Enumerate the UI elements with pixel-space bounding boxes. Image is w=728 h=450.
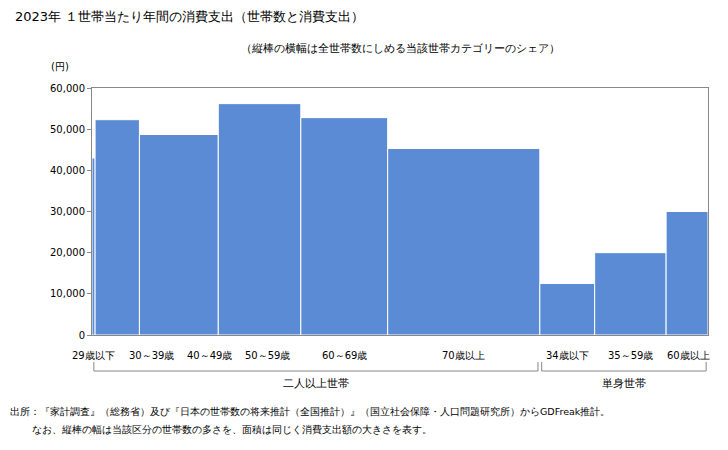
svg-text:29歳以下: 29歳以下: [72, 350, 115, 361]
svg-text:60,000: 60,000: [50, 83, 85, 94]
svg-text:10,000: 10,000: [50, 288, 85, 299]
svg-text:70歳以上: 70歳以上: [442, 350, 485, 361]
svg-text:単身世帯: 単身世帯: [602, 377, 646, 389]
svg-text:30～39歳: 30～39歳: [129, 350, 174, 361]
svg-text:二人以上世帯: 二人以上世帯: [283, 377, 349, 389]
svg-text:50～59歳: 50～59歳: [245, 350, 290, 361]
svg-text:60歳以上: 60歳以上: [667, 350, 710, 361]
svg-text:40～49歳: 40～49歳: [187, 350, 232, 361]
svg-text:35～59歳: 35～59歳: [608, 350, 653, 361]
svg-text:30,000: 30,000: [50, 206, 85, 217]
svg-text:2023年 １世帯当たり年間の消費支出（世帯数と消費支出）: 2023年 １世帯当たり年間の消費支出（世帯数と消費支出）: [15, 9, 364, 24]
svg-text:50,000: 50,000: [50, 124, 85, 135]
svg-text:(円): (円): [51, 61, 69, 72]
svg-text:34歳以下: 34歳以下: [546, 350, 589, 361]
svg-text:出所：『家計調査』（総務省）及び『日本の世帯数の将来推計（全: 出所：『家計調査』（総務省）及び『日本の世帯数の将来推計（全国推計）』（国立社会…: [10, 406, 610, 417]
svg-text:なお、縦棒の幅は当該区分の世帯数の多さを、面積は同じく消費支: なお、縦棒の幅は当該区分の世帯数の多さを、面積は同じく消費支出額の大きさを表す。: [32, 424, 432, 435]
svg-text:60～69歳: 60～69歳: [322, 350, 367, 361]
svg-text:40,000: 40,000: [50, 165, 85, 176]
svg-text:（縦棒の横幅は全世帯数にしめる当該世帯カテゴリーのシェア）: （縦棒の横幅は全世帯数にしめる当該世帯カテゴリーのシェア）: [241, 42, 560, 55]
svg-text:0: 0: [79, 330, 85, 341]
svg-text:20,000: 20,000: [50, 247, 85, 258]
